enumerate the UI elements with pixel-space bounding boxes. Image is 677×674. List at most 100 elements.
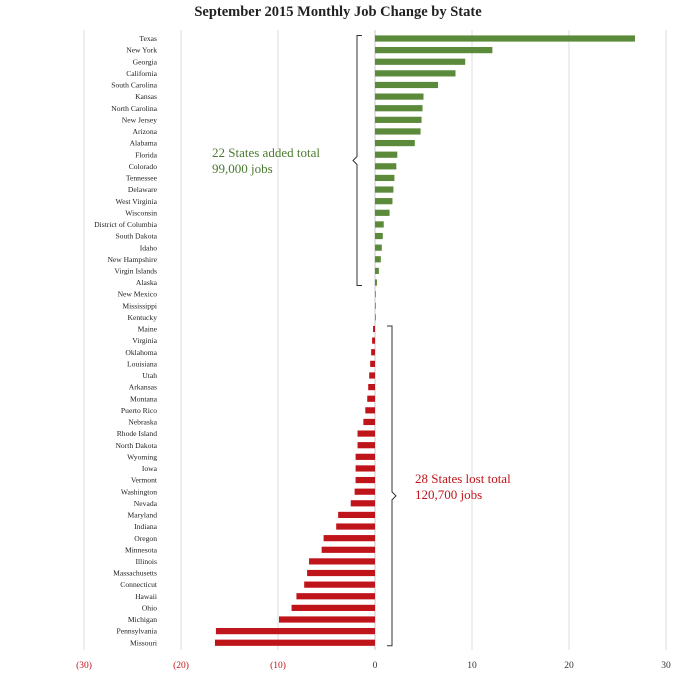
bar [370,360,375,367]
category-label: Missouri [130,638,157,647]
bar [372,337,375,344]
category-label: Indiana [134,522,157,531]
category-label: North Carolina [111,104,157,113]
bar [365,407,375,414]
bar [367,395,375,402]
category-label: Wyoming [127,452,157,461]
category-label: Colorado [129,162,157,171]
category-label: Massachusetts [113,569,157,578]
category-label: Alabama [130,139,158,148]
bar [375,151,398,158]
category-label: Louisiana [127,359,158,368]
category-label: Rhode Island [117,429,157,438]
category-label: Idaho [140,243,157,252]
category-label: North Dakota [115,441,157,450]
bar [375,291,376,298]
category-label: Oklahoma [125,348,157,357]
bar [304,581,375,588]
bar [375,105,423,112]
tick-label: (20) [173,660,189,671]
category-label: Montana [130,394,158,403]
tick-label: 30 [661,661,671,671]
category-label: Ohio [142,603,157,612]
bar [336,523,375,530]
bar [357,430,375,437]
bar [375,163,397,170]
bar [307,569,375,577]
gainers-bracket [352,35,362,287]
losers-annotation: 120,700 jobs [415,487,482,502]
category-label: Arizona [133,127,158,136]
bar [373,325,375,333]
category-label: Arkansas [129,383,157,392]
category-label: Kentucky [127,313,157,322]
gainers-annotation: 99,000 jobs [212,161,273,176]
bar [375,139,415,147]
category-label: Florida [135,150,158,159]
category-labels: Texas New York Georgia California South Caro… [94,34,158,647]
category-label: Maine [138,325,158,334]
category-label: Georgia [133,57,158,66]
category-label: New Hampshire [107,255,157,264]
bars [214,35,635,646]
bar [357,442,375,449]
category-label: Maryland [127,511,157,520]
bar [375,209,390,216]
tick-label: (10) [270,660,286,671]
bar [375,174,395,182]
bar [375,58,466,65]
tick-label: 20 [564,661,574,671]
bar [375,128,421,135]
category-label: South Dakota [115,232,157,241]
category-label: Michigan [128,615,157,624]
tick-label: (30) [76,660,92,671]
tick-label: 10 [467,661,477,671]
category-label: New Jersey [122,115,157,124]
bar [375,314,376,321]
category-label: Tennessee [126,174,158,183]
category-label: Nevada [134,499,158,508]
bar [375,232,383,240]
bar [355,476,375,484]
bar [355,453,375,460]
bar [375,244,382,251]
bar [338,511,375,519]
bar [375,267,379,274]
category-label: Hawaii [135,592,157,601]
category-label: Texas [139,34,157,43]
category-label: Illinois [135,557,157,566]
category-label: Wisconsin [125,208,157,217]
bar [369,372,375,379]
bar [321,546,375,553]
tick-label: 0 [373,661,378,671]
category-label: Nebraska [128,418,157,427]
bar [323,535,375,542]
category-label: Mississippi [122,301,157,310]
bar [375,93,424,100]
category-label: Pennsylvania [117,627,158,636]
category-label: Utah [142,371,157,380]
bar [375,70,456,77]
bar [375,116,422,123]
bar [375,279,377,286]
bar [375,81,439,89]
gainers-annotation: 22 States added total [212,145,320,160]
bar [214,639,375,646]
category-label: West Virginia [116,197,158,206]
category-label: South Carolina [111,81,157,90]
bar [354,488,375,495]
bar [375,186,394,193]
category-label: Puerto Rico [121,406,157,415]
bar [368,384,375,391]
bar [355,465,375,472]
bar [375,35,635,42]
category-label: District of Columbia [94,220,157,229]
category-label: California [126,69,157,78]
bar [375,47,493,54]
bar [375,302,376,309]
bar [278,616,375,623]
category-label: New York [126,46,157,55]
category-label: New Mexico [118,290,158,299]
